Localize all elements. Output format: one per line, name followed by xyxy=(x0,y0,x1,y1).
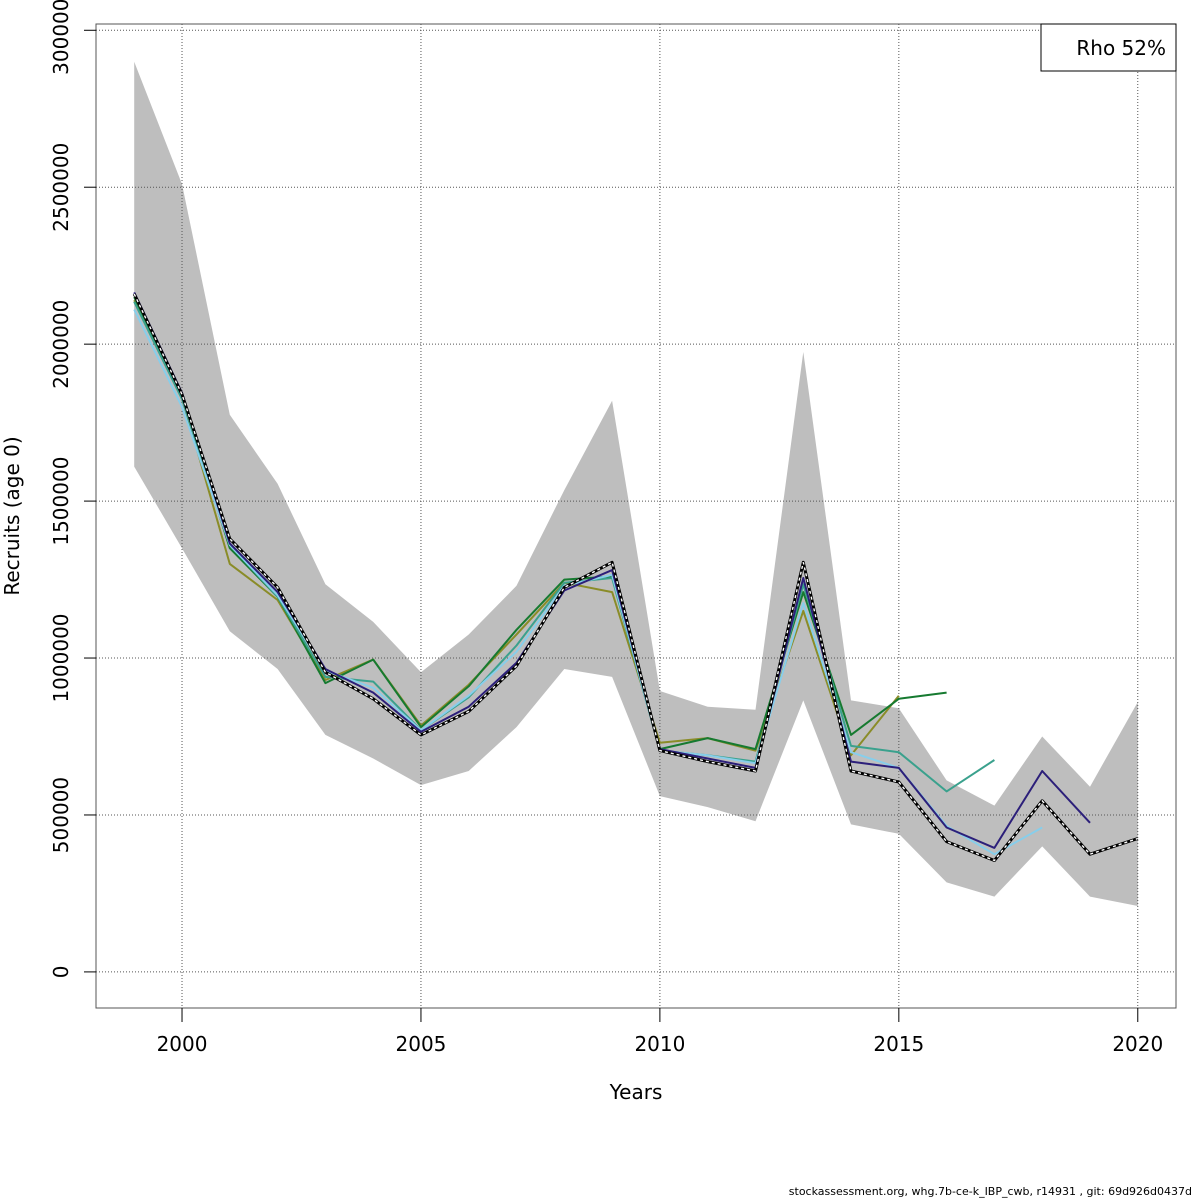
y-tick-label: 2500000 xyxy=(49,143,73,232)
legend: Rho 52% xyxy=(1040,23,1177,72)
confidence-band-layer xyxy=(134,61,1138,906)
y-tick-label: 500000 xyxy=(49,777,73,853)
y-tick-label: 1500000 xyxy=(49,457,73,546)
x-axis-label: Years xyxy=(609,1080,663,1104)
series-layer xyxy=(132,291,1139,862)
y-tick-label: 1000000 xyxy=(49,613,73,702)
y-tick-label: 3000000 xyxy=(49,0,73,75)
estimate-line-dashes xyxy=(133,293,1139,862)
x-tick-label: 2010 xyxy=(634,1032,685,1056)
grid-layer xyxy=(96,24,1176,1008)
x-tick-label: 2000 xyxy=(157,1032,208,1056)
legend-box xyxy=(1040,23,1177,72)
footer-caption: stockassessment.org, whg.7b-ce-k_IBP_cwb… xyxy=(788,1185,1192,1198)
y-tick-label: 0 xyxy=(49,966,73,979)
x-tick-label: 2020 xyxy=(1112,1032,1163,1056)
legend-text: Rho 52% xyxy=(1076,36,1166,60)
x-tick-label: 2005 xyxy=(396,1032,447,1056)
x-tick-label: 2015 xyxy=(873,1032,924,1056)
y-tick-label: 2000000 xyxy=(49,300,73,389)
x-axis: 2000 2005 2010 2015 2020 xyxy=(157,1008,1163,1056)
confidence-band xyxy=(134,61,1138,906)
y-axis: 0 500000 1000000 1500000 2000000 2500000 30000… xyxy=(49,0,96,978)
y-axis-label: Recruits (age 0) xyxy=(0,436,24,595)
plot-frame xyxy=(95,23,1177,1009)
